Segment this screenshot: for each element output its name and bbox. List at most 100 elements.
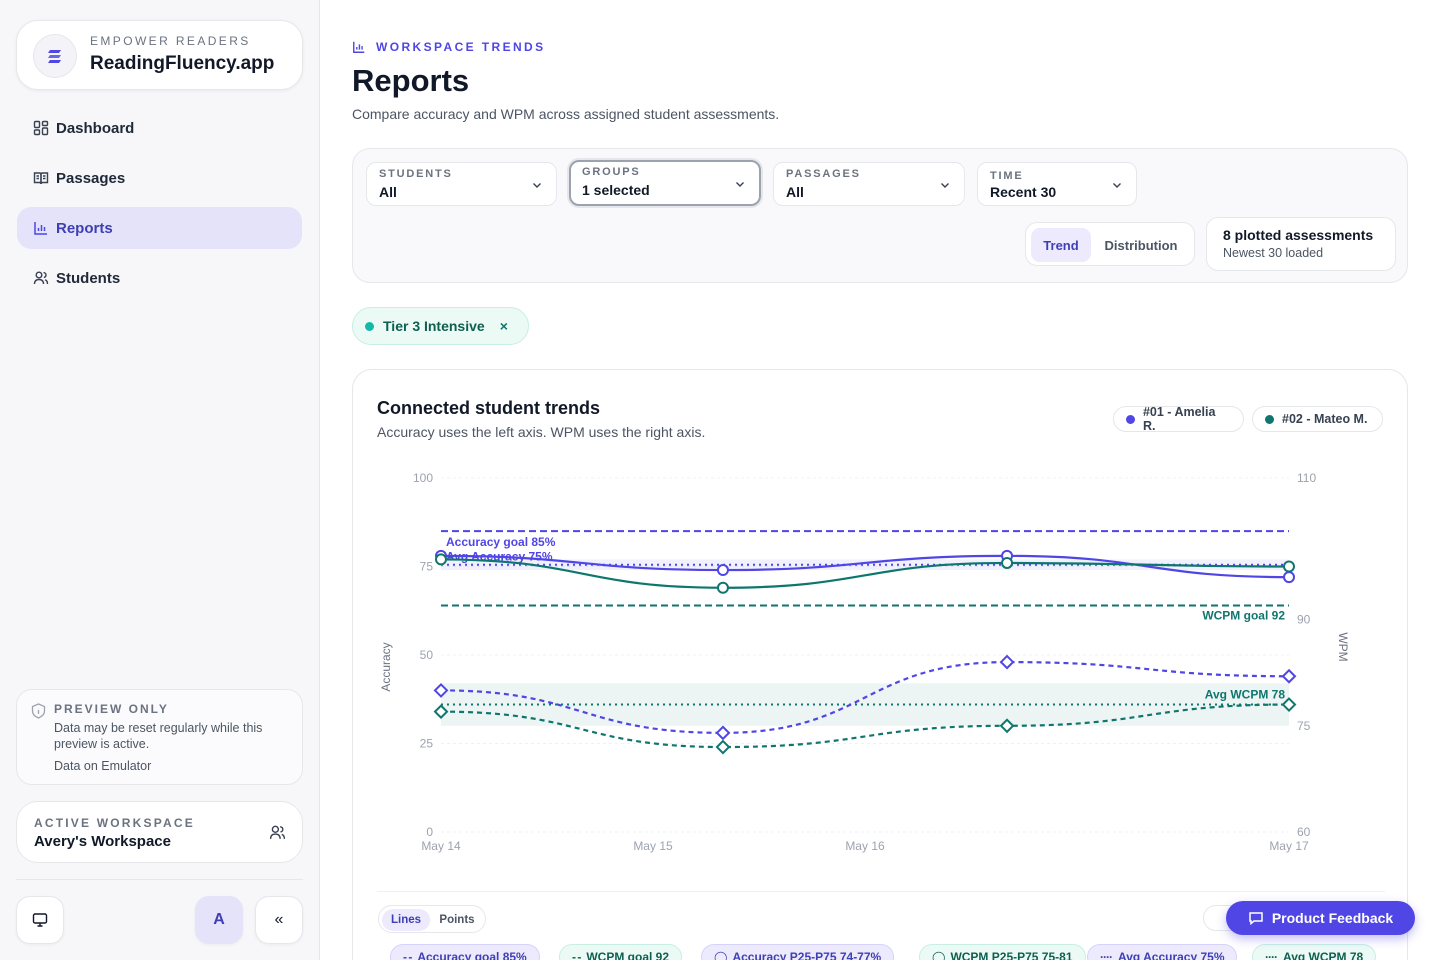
- x-tick-label: May 15: [633, 839, 673, 853]
- y-right-tick-label: 110: [1297, 471, 1316, 485]
- dashboard-icon: [33, 120, 49, 136]
- groups-filter[interactable]: GROUPS 1 selected: [569, 160, 761, 206]
- series-toggle-chip[interactable]: ···· Avg WCPM 78: [1252, 944, 1377, 960]
- students-filter[interactable]: STUDENTS All: [366, 162, 557, 206]
- avatar[interactable]: A: [195, 896, 243, 944]
- preview-title: PREVIEW ONLY: [54, 702, 169, 716]
- sidebar-item-dashboard[interactable]: Dashboard: [17, 107, 302, 149]
- mode-lines[interactable]: Lines: [382, 909, 430, 931]
- mode-points[interactable]: Points: [439, 914, 475, 926]
- assessment-count: 8 plotted assessments Newest 30 loaded: [1206, 217, 1396, 271]
- message-icon: [1249, 912, 1263, 926]
- sidebar: EMPOWER READERS ReadingFluency.app Dashb…: [0, 0, 320, 960]
- status-dot: [365, 321, 374, 331]
- legend-label: #01 - Amelia R.: [1142, 405, 1216, 433]
- time-filter[interactable]: TIME Recent 30: [977, 162, 1137, 206]
- preview-foot: Data on Emulator: [54, 759, 152, 773]
- chevron-down-icon: [941, 183, 949, 188]
- data-point-diamond: [999, 718, 1015, 734]
- sidebar-item-reports[interactable]: Reports: [17, 207, 302, 249]
- series-label: Accuracy goal 85%: [417, 950, 527, 960]
- legend-item-mateo[interactable]: #02 - Mateo M.: [1252, 406, 1383, 432]
- series-toggle-chip[interactable]: - - WCPM goal 92: [559, 944, 683, 960]
- series-line: [440, 554, 1290, 579]
- y-right-axis-title: WPM: [1336, 632, 1350, 661]
- bar-chart-icon: [353, 41, 365, 53]
- passages-filter[interactable]: PASSAGES All: [773, 162, 965, 206]
- series-line: [440, 558, 1290, 589]
- brand-eyebrow: EMPOWER READERS: [90, 34, 251, 48]
- y-left-tick-label: 75: [420, 560, 434, 574]
- filter-value: All: [786, 184, 804, 200]
- close-icon[interactable]: ×: [499, 318, 508, 334]
- chevron-down-icon: [1113, 183, 1121, 188]
- y-left-axis-title: Accuracy: [379, 642, 393, 691]
- sidebar-item-label: Dashboard: [56, 119, 135, 137]
- workspace-label: ACTIVE WORKSPACE: [34, 816, 195, 830]
- tab-distribution[interactable]: Distribution: [1104, 237, 1178, 253]
- reference-line-label: WCPM goal 92: [1202, 608, 1285, 622]
- series-symbol: - -: [572, 950, 581, 960]
- legend-label: #02 - Mateo M.: [1282, 412, 1368, 426]
- chip-label: Tier 3 Intensive: [383, 318, 485, 334]
- sidebar-item-passages[interactable]: Passages: [17, 157, 302, 199]
- preview-notice: PREVIEW ONLY Data may be reset regularly…: [16, 689, 303, 785]
- series-label: Avg WCPM 78: [1282, 950, 1364, 960]
- y-left-tick-label: 0: [426, 825, 433, 839]
- data-point-circle: [1283, 560, 1295, 573]
- plot-mode-toggle: Lines Points: [378, 905, 486, 933]
- filter-value: All: [379, 184, 397, 200]
- y-right-tick-label: 75: [1297, 719, 1311, 733]
- sidebar-divider: [16, 879, 303, 880]
- series-label: WCPM P25-P75 75-81: [950, 950, 1073, 960]
- percentile-band: [441, 559, 1289, 571]
- main-content: WORKSPACE TRENDS Reports Compare accurac…: [320, 0, 1440, 960]
- y-left-tick-label: 100: [413, 471, 433, 485]
- series-toggle-chip[interactable]: - - Accuracy goal 85%: [390, 944, 540, 960]
- series-toggle-chip[interactable]: ◯ WCPM P25-P75 75-81: [919, 944, 1086, 960]
- y-left-tick-label: 50: [420, 648, 434, 662]
- series-symbol: ····: [1265, 950, 1278, 960]
- x-tick-label: May 16: [845, 839, 885, 853]
- series-symbol: - -: [403, 950, 412, 960]
- users-icon: [33, 271, 49, 285]
- brand-card[interactable]: EMPOWER READERS ReadingFluency.app: [16, 20, 303, 90]
- book-icon: [33, 172, 49, 185]
- x-tick-label: May 17: [1269, 839, 1309, 853]
- chart-subtitle: Accuracy uses the left axis. WPM uses th…: [377, 424, 706, 440]
- percentile-band: [441, 683, 1289, 726]
- series-symbol: ◯: [932, 950, 945, 960]
- filter-label: TIME: [990, 170, 1024, 182]
- series-toggle-chip[interactable]: ◯ Accuracy P25-P75 74-77%: [701, 944, 895, 960]
- sidebar-item-students[interactable]: Students: [17, 257, 302, 299]
- sidebar-nav: Dashboard Passages Reports Students: [17, 107, 302, 307]
- tab-trend[interactable]: Trend: [1031, 228, 1091, 262]
- legend-item-amelia[interactable]: #01 - Amelia R.: [1113, 405, 1244, 433]
- product-feedback-button[interactable]: Product Feedback: [1226, 901, 1415, 935]
- y-left-tick-label: 25: [420, 737, 434, 751]
- filter-panel: STUDENTS All GROUPS 1 selected PASSAGES …: [352, 148, 1408, 283]
- series-label: Accuracy P25-P75 74-77%: [732, 950, 882, 960]
- series-toggle-chip[interactable]: ···· Avg Accuracy 75%: [1087, 944, 1238, 960]
- data-point-diamond: [1281, 668, 1297, 684]
- collapse-sidebar-button[interactable]: «: [255, 896, 303, 944]
- users-icon: [269, 825, 286, 839]
- display-mode-button[interactable]: [16, 896, 64, 944]
- sidebar-item-label: Students: [56, 269, 121, 287]
- data-point-diamond: [715, 725, 731, 741]
- workspace-switcher[interactable]: ACTIVE WORKSPACE Avery's Workspace: [16, 801, 303, 863]
- data-point-circle: [716, 581, 729, 594]
- legend-dot: [1265, 414, 1274, 424]
- series-line: [440, 703, 1290, 749]
- monitor-icon: [32, 913, 48, 927]
- bar-chart-icon: [34, 222, 47, 235]
- data-point-circle: [1283, 571, 1295, 584]
- feedback-label: Product Feedback: [1271, 910, 1394, 926]
- filter-label: STUDENTS: [379, 168, 453, 180]
- chart-divider: [377, 891, 1385, 892]
- x-tick-label: May 14: [421, 839, 461, 853]
- sidebar-item-label: Passages: [56, 169, 126, 187]
- data-point-diamond: [433, 682, 449, 698]
- count-subtitle: Newest 30 loaded: [1223, 246, 1324, 260]
- series-symbol: ◯: [714, 950, 727, 960]
